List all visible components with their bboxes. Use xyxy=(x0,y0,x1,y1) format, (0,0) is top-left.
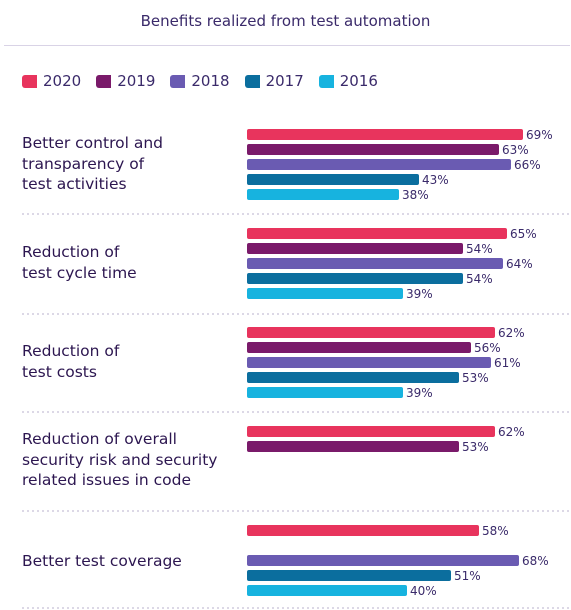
bar-2016-group-3 xyxy=(247,387,403,398)
bar-label-2020-group-2: 65% xyxy=(510,227,537,241)
bar-label-2016-group-2: 39% xyxy=(406,287,433,301)
bar-label-2017-group-2: 54% xyxy=(466,272,493,286)
bar-2019-group-3 xyxy=(247,342,471,353)
bar-label-2019-group-4: 53% xyxy=(462,440,489,454)
bar-2018-group-5 xyxy=(247,555,519,566)
bar-2020-group-2 xyxy=(247,228,507,239)
legend-item-2017: 2017 xyxy=(244,72,304,90)
bar-label-2018-group-2: 64% xyxy=(506,257,533,271)
bar-2016-group-5 xyxy=(247,585,407,596)
legend: 2020 2019 2018 2017 2016 xyxy=(22,72,393,90)
chart-title: Benefits realized from test automation xyxy=(140,12,431,30)
bar-label-2016-group-3: 39% xyxy=(406,386,433,400)
bar-2017-group-2 xyxy=(247,273,463,284)
bar-2019-group-2 xyxy=(247,243,463,254)
category-label-better-control: Better control and transparency of test … xyxy=(22,134,163,193)
bar-2017-group-5 xyxy=(247,570,451,581)
legend-swatch-2017 xyxy=(244,74,260,88)
bar-2017-group-3 xyxy=(247,372,459,383)
category-label-test-costs: Reduction of test costs xyxy=(22,342,120,381)
bar-2020-group-1 xyxy=(247,129,523,140)
bar-label-2017-group-1: 43% xyxy=(422,173,449,187)
bar-2020-group-4 xyxy=(247,426,495,437)
bar-2020-group-3 xyxy=(247,327,495,338)
bar-2019-group-4 xyxy=(247,441,459,452)
legend-label-2018: 2018 xyxy=(191,72,230,90)
legend-label-2020: 2020 xyxy=(43,72,82,90)
bar-label-2019-group-3: 56% xyxy=(474,341,501,355)
bar-2017-group-1 xyxy=(247,174,419,185)
legend-label-2016: 2016 xyxy=(339,72,378,90)
legend-swatch-2016 xyxy=(318,74,334,88)
bar-label-2020-group-3: 62% xyxy=(498,326,525,340)
legend-label-2019: 2019 xyxy=(117,72,156,90)
bar-label-2018-group-1: 66% xyxy=(514,158,541,172)
legend-swatch-2018 xyxy=(170,74,186,88)
bar-label-2016-group-1: 38% xyxy=(402,188,429,202)
category-label-test-coverage: Better test coverage xyxy=(22,552,182,570)
bar-label-2016-group-5: 40% xyxy=(410,584,437,598)
bar-label-2019-group-2: 54% xyxy=(466,242,493,256)
bar-label-2020-group-1: 69% xyxy=(526,128,553,142)
bar-2018-group-3 xyxy=(247,357,491,368)
bar-2019-group-1 xyxy=(247,144,499,155)
bar-2016-group-1 xyxy=(247,189,399,200)
title-divider xyxy=(4,45,570,46)
category-label-cycle-time: Reduction of test cycle time xyxy=(22,243,137,282)
legend-label-2017: 2017 xyxy=(265,72,304,90)
bar-2016-group-2 xyxy=(247,288,403,299)
bar-label-2017-group-5: 51% xyxy=(454,569,481,583)
bar-label-2017-group-3: 53% xyxy=(462,371,489,385)
legend-swatch-2019 xyxy=(96,74,112,88)
bar-2020-group-5 xyxy=(247,525,479,536)
bar-2018-group-1 xyxy=(247,159,511,170)
bar-label-2019-group-1: 63% xyxy=(502,143,529,157)
legend-item-2018: 2018 xyxy=(170,72,230,90)
legend-item-2020: 2020 xyxy=(22,72,81,90)
bar-label-2020-group-4: 62% xyxy=(498,425,525,439)
category-label-security-risk: Reduction of overall security risk and s… xyxy=(22,430,218,489)
bar-label-2018-group-3: 61% xyxy=(494,356,521,370)
bar-label-2020-group-5: 58% xyxy=(482,524,509,538)
legend-item-2016: 2016 xyxy=(318,72,378,90)
legend-item-2019: 2019 xyxy=(96,72,155,90)
bar-2018-group-2 xyxy=(247,258,503,269)
bar-label-2018-group-5: 68% xyxy=(522,554,549,568)
legend-swatch-2020 xyxy=(22,74,37,88)
